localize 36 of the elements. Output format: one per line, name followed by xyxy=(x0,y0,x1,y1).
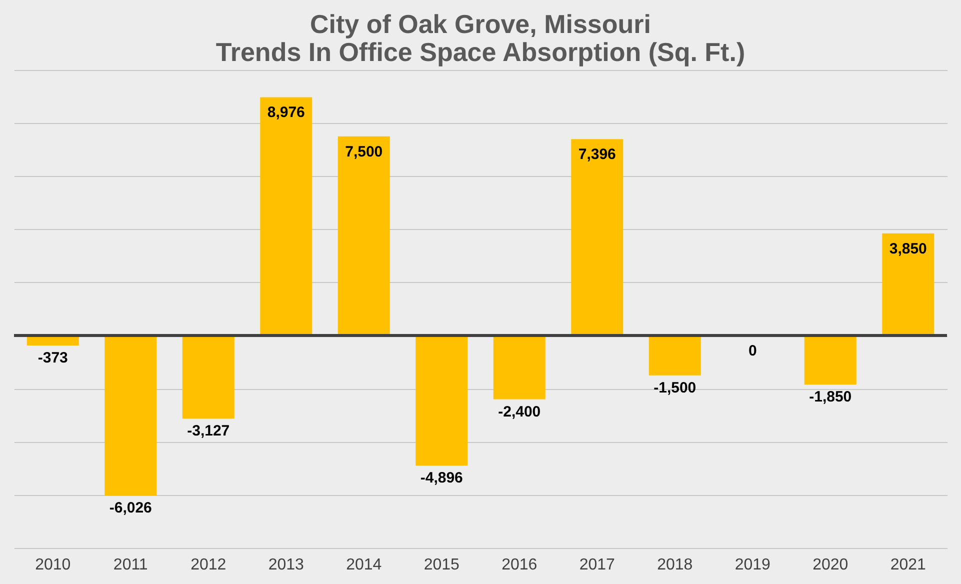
x-tick-label: 2020 xyxy=(812,556,848,574)
bar xyxy=(571,139,624,336)
data-label: 7,396 xyxy=(578,146,616,164)
data-label: -1,850 xyxy=(809,388,852,406)
bar xyxy=(338,136,390,336)
x-tick-label: 2012 xyxy=(190,556,226,574)
bar xyxy=(882,233,934,336)
data-label: 3,850 xyxy=(889,240,927,258)
bar xyxy=(104,336,157,496)
data-label: -2,400 xyxy=(498,403,541,420)
x-tick-label: 2015 xyxy=(424,556,460,574)
data-label: -4,896 xyxy=(420,470,463,487)
x-tick-label: 2014 xyxy=(346,556,382,574)
x-tick-label: 2018 xyxy=(657,556,693,574)
x-tick-label: 2016 xyxy=(502,556,538,574)
bar xyxy=(416,336,468,466)
data-label: -1,500 xyxy=(654,379,696,396)
x-tick-label: 2021 xyxy=(890,556,926,574)
x-tick-label: 2017 xyxy=(579,556,616,574)
bar xyxy=(804,336,856,385)
x-tick-label: 2011 xyxy=(113,556,148,574)
bar xyxy=(260,97,312,336)
data-label: 0 xyxy=(748,342,757,360)
x-tick-label: 2013 xyxy=(268,556,304,574)
bar xyxy=(182,336,234,419)
bar xyxy=(648,336,701,376)
x-tick-label: 2019 xyxy=(734,556,771,574)
x-tick-label: 2010 xyxy=(35,556,71,574)
data-label: 8,976 xyxy=(267,104,305,122)
data-label: -3,127 xyxy=(187,422,230,440)
data-label: 7,500 xyxy=(345,143,383,160)
data-label: -6,026 xyxy=(109,500,152,517)
text: Trends In Office Space Absorption (Sq. Ft.) xyxy=(216,37,746,67)
data-label: -373 xyxy=(38,349,68,366)
text: City of Oak Grove, Missouri xyxy=(310,9,651,39)
bar xyxy=(493,336,546,400)
